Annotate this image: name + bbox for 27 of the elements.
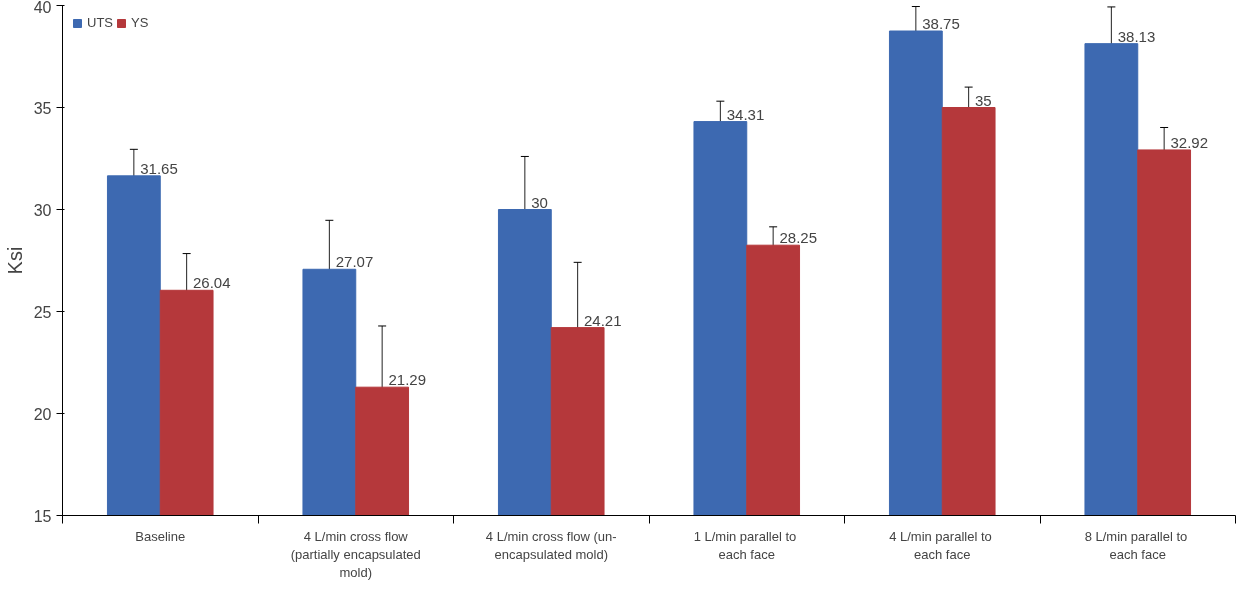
- data-label: 35: [974, 91, 992, 109]
- y-tick-label: 15: [33, 507, 52, 525]
- data-label: 26.04: [192, 274, 231, 292]
- y-axis-title: Ksi: [3, 246, 26, 275]
- x-tick-label: 4 L/min cross flow (partially encapsulated mold): [290, 528, 421, 580]
- data-label: 38.13: [1117, 27, 1156, 45]
- x-tick-label: 8 L/min parallel to each face: [1084, 528, 1188, 562]
- legend-label: UTS: [87, 15, 113, 30]
- x-tick-label: 4 L/min parallel to each face: [889, 528, 992, 562]
- x-tick-label: 1 L/min parallel to each face: [693, 528, 797, 562]
- data-label: 31.65: [140, 159, 178, 177]
- data-label: 30: [531, 193, 548, 211]
- data-label: 32.92: [1170, 133, 1209, 151]
- data-label: 27.07: [335, 253, 374, 271]
- y-tick-label: 20: [33, 405, 52, 423]
- y-tick-label: 40: [33, 0, 52, 16]
- x-tick-label: 4 L/min cross flow (un-encapsulated mold): [485, 528, 617, 562]
- data-label: 28.25: [779, 229, 818, 247]
- legend-label: YS: [131, 15, 150, 30]
- data-label: 38.75: [922, 15, 960, 32]
- y-tick-label: 30: [33, 201, 52, 219]
- data-label: 21.29: [388, 371, 427, 389]
- data-label: 34.31: [726, 105, 765, 123]
- y-tick-label: 35: [33, 99, 52, 117]
- y-tick-label: 25: [33, 303, 52, 321]
- data-label: 24.21: [583, 311, 622, 329]
- x-tick-label: Baseline: [135, 528, 186, 544]
